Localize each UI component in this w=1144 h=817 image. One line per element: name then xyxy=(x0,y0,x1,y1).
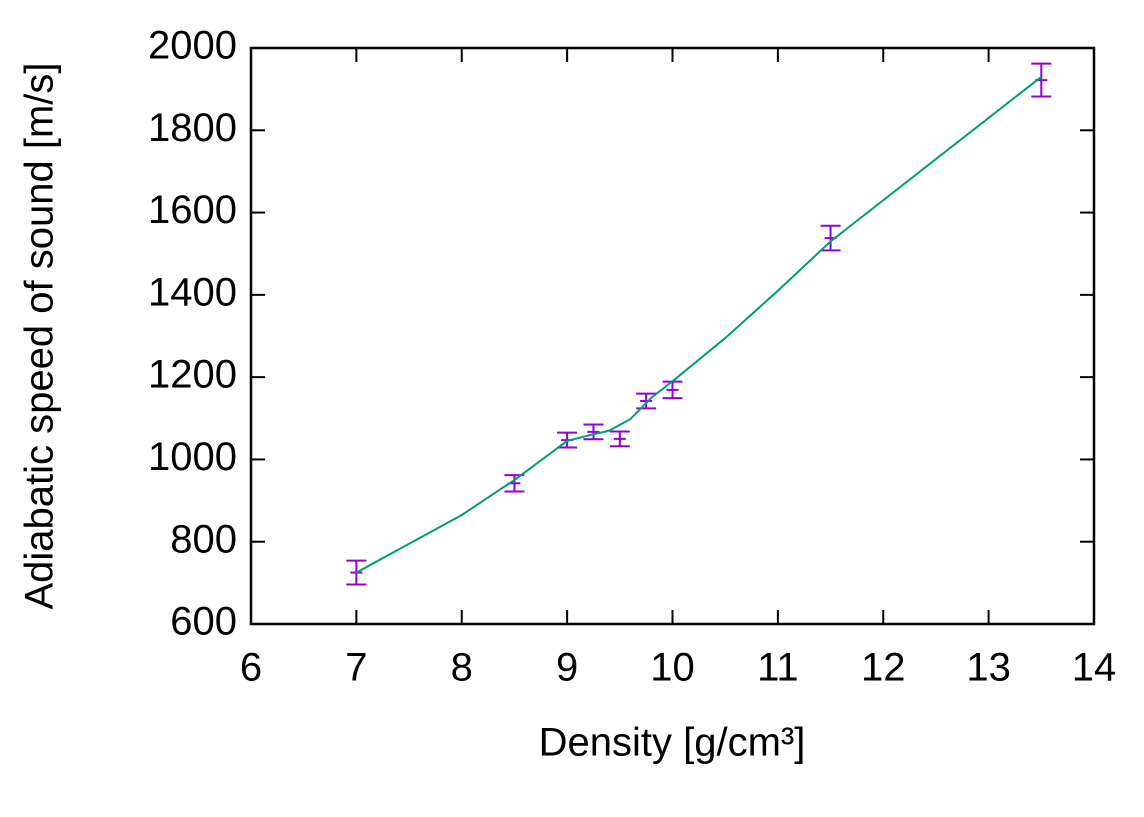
y-tick-label: 800 xyxy=(170,517,237,561)
x-tick-label: 8 xyxy=(451,646,473,690)
error-bar xyxy=(583,423,604,441)
error-bar xyxy=(609,430,630,448)
x-tick-label: 14 xyxy=(1072,646,1117,690)
y-tick-label: 1800 xyxy=(148,106,237,150)
y-axis-label: Adiabatic speed of sound [m/s] xyxy=(18,63,62,610)
error-bar xyxy=(504,474,525,493)
x-tick-label: 10 xyxy=(650,646,695,690)
error-bar xyxy=(1031,62,1052,98)
x-axis-label: Density [g/cm³] xyxy=(539,721,806,765)
x-tick-label: 13 xyxy=(966,646,1011,690)
y-tick-label: 1200 xyxy=(148,353,237,397)
x-tick-label: 12 xyxy=(861,646,906,690)
x-tick-label: 11 xyxy=(757,646,799,690)
error-bar xyxy=(820,224,841,252)
error-bar xyxy=(662,380,683,400)
fit-line xyxy=(355,76,1042,574)
y-tick-label: 1400 xyxy=(148,270,237,314)
y-tick-label: 1600 xyxy=(148,188,237,232)
y-tick-label: 600 xyxy=(170,600,237,644)
x-tick-label: 6 xyxy=(240,646,262,690)
y-tick-label: 1000 xyxy=(148,435,237,479)
x-tick-label: 7 xyxy=(345,646,367,690)
x-tick-label: 9 xyxy=(556,646,578,690)
y-tick-label: 2000 xyxy=(148,24,237,68)
